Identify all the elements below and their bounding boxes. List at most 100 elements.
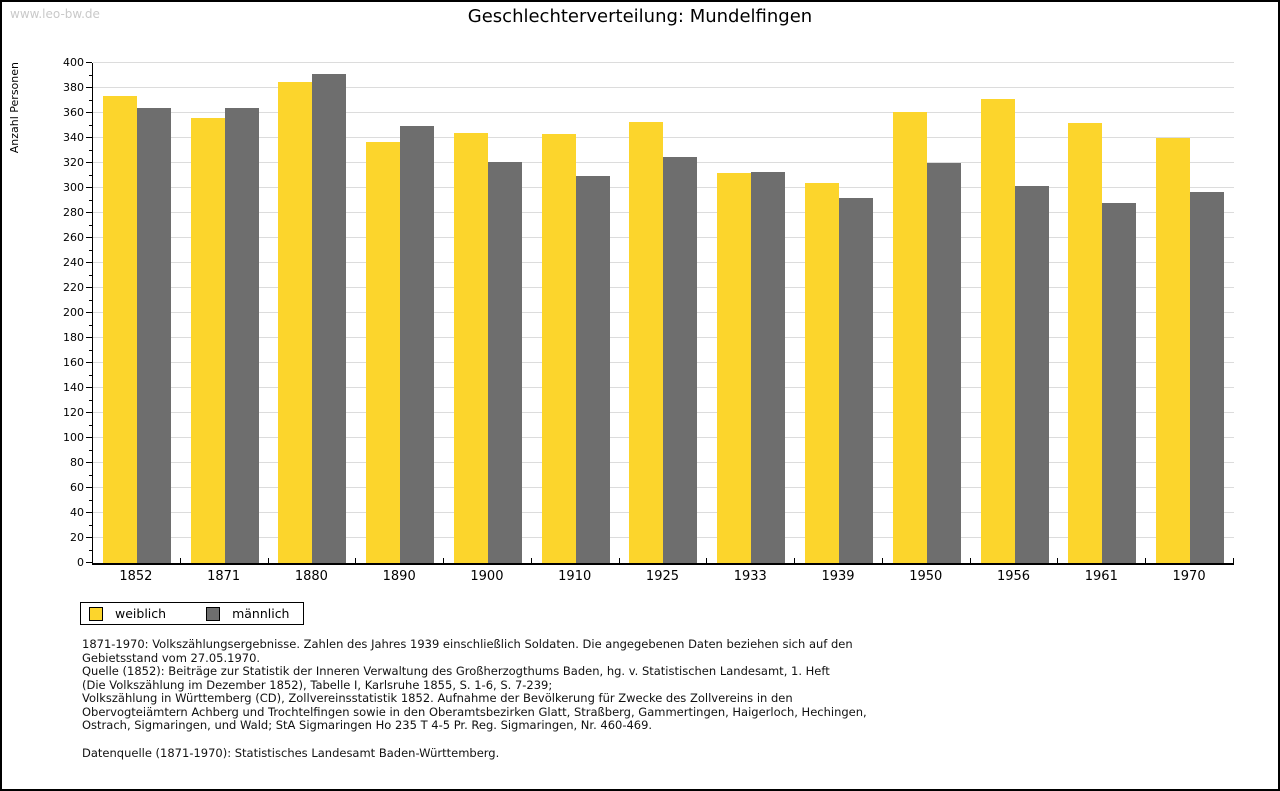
y-minor-tick xyxy=(89,424,92,426)
x-boundary-tick xyxy=(443,558,445,563)
y-minor-tick xyxy=(89,349,92,351)
gridline xyxy=(93,87,1234,88)
y-tick-label: 260 xyxy=(63,231,84,244)
legend-label-weiblich: weiblich xyxy=(115,606,167,621)
y-minor-tick xyxy=(89,524,92,526)
source-notes: 1871-1970: Volkszählungsergebnisse. Zahl… xyxy=(82,637,1202,760)
y-tick-label: 120 xyxy=(63,406,84,419)
bar-männlich-1939 xyxy=(839,198,873,563)
source-note-line: (Die Volkszählung im Dezember 1852), Tab… xyxy=(82,677,553,692)
y-tick-label: 340 xyxy=(63,131,84,144)
y-major-tick xyxy=(86,537,92,538)
bar-group-1900 xyxy=(444,63,532,563)
y-tick-label: 220 xyxy=(63,281,84,294)
x-boundary-tick xyxy=(1057,558,1059,563)
x-tick-label-1956: 1956 xyxy=(996,569,1031,584)
y-tick-label: 320 xyxy=(63,156,84,169)
x-tick-label-1950: 1950 xyxy=(909,569,943,584)
y-tick-label: 140 xyxy=(63,381,84,394)
bar-männlich-1961 xyxy=(1102,203,1137,563)
bar-weiblich-1956 xyxy=(980,99,1015,563)
y-tick-label: 60 xyxy=(70,481,84,494)
bar-weiblich-1871 xyxy=(190,118,225,563)
x-tick-label-1933: 1933 xyxy=(733,569,767,584)
x-boundary-tick xyxy=(1145,558,1147,563)
y-tick-label: 100 xyxy=(63,431,84,444)
source-note-line: Volkszählung in Württemberg (CD), Zollve… xyxy=(82,691,793,705)
y-minor-tick xyxy=(89,449,92,451)
bar-group-1933 xyxy=(707,63,795,563)
y-tick-label: 200 xyxy=(63,306,84,319)
y-major-tick xyxy=(86,387,92,388)
y-major-tick xyxy=(86,512,92,513)
y-major-tick xyxy=(86,312,92,313)
y-tick-label: 40 xyxy=(70,506,84,519)
y-minor-tick xyxy=(89,99,92,101)
bar-weiblich-1890 xyxy=(366,141,401,563)
bar-group-1950 xyxy=(883,63,971,563)
y-minor-tick xyxy=(89,324,92,326)
source-note-lines: 1871-1970: Volkszählungsergebnisse. Zahl… xyxy=(82,637,1202,733)
y-minor-tick xyxy=(89,124,92,126)
y-tick-label: 360 xyxy=(63,106,84,119)
datenquelle-line: Datenquelle (1871-1970): Statistisches L… xyxy=(82,745,500,760)
y-major-tick xyxy=(86,287,92,288)
x-tick-label-1900: 1900 xyxy=(470,569,504,584)
bar-männlich-1890 xyxy=(400,125,435,563)
y-tick-label: 240 xyxy=(63,256,84,269)
x-boundary-tick xyxy=(881,558,883,563)
x-boundary-tick xyxy=(618,558,620,563)
y-minor-tick xyxy=(89,499,92,501)
x-tick-label-1880: 1880 xyxy=(294,569,328,584)
gridline xyxy=(93,62,1234,63)
y-tick-label: 280 xyxy=(63,206,84,219)
x-tick-label-1910: 1910 xyxy=(558,569,592,584)
bar-männlich-1925 xyxy=(663,156,698,563)
bar-group-1890 xyxy=(356,63,444,563)
y-major-tick xyxy=(86,337,92,338)
source-note-line: 1871-1970: Volkszählungsergebnisse. Zahl… xyxy=(82,637,853,651)
y-minor-tick xyxy=(89,224,92,226)
y-minor-tick xyxy=(89,299,92,301)
source-note-line: Obervogteiämtern Achberg und Trochtelfin… xyxy=(82,704,867,719)
y-major-tick xyxy=(86,562,92,563)
bar-weiblich-1910 xyxy=(541,134,576,563)
y-major-tick xyxy=(86,187,92,188)
y-tick-label: 0 xyxy=(77,556,84,569)
y-major-tick xyxy=(86,362,92,363)
bar-männlich-1956 xyxy=(1014,185,1049,563)
gridline xyxy=(93,137,1234,138)
x-tick-label-1961: 1961 xyxy=(1084,569,1118,584)
bar-männlich-1871 xyxy=(224,108,259,563)
bar-group-1880 xyxy=(269,63,357,563)
y-major-tick xyxy=(86,112,92,113)
bar-group-1871 xyxy=(181,63,269,563)
y-major-tick xyxy=(86,212,92,213)
source-note-line: Gebietsstand vom 27.05.1970. xyxy=(82,650,261,665)
bar-weiblich-1961 xyxy=(1068,123,1103,563)
bar-männlich-1970 xyxy=(1190,191,1225,563)
source-note-line: Ostrach, Sigmaringen, und Wald; StA Sigm… xyxy=(82,718,653,732)
bar-weiblich-1950 xyxy=(892,111,927,563)
bar-männlich-1910 xyxy=(575,175,610,563)
bar-weiblich-1970 xyxy=(1156,138,1191,563)
bar-group-1910 xyxy=(532,63,620,563)
x-boundary-tick xyxy=(969,558,971,563)
y-major-tick xyxy=(86,462,92,463)
legend-swatch-weiblich xyxy=(89,606,103,621)
y-minor-tick xyxy=(89,174,92,176)
bar-weiblich-1852 xyxy=(102,95,137,563)
bar-männlich-1933 xyxy=(751,171,786,563)
y-major-tick xyxy=(86,237,92,238)
y-tick-label: 380 xyxy=(63,81,84,94)
y-tick-label: 400 xyxy=(63,56,84,69)
x-tick-label-1852: 1852 xyxy=(119,569,153,584)
bar-group-1852 xyxy=(93,63,181,563)
y-minor-tick xyxy=(89,549,92,551)
bar-weiblich-1925 xyxy=(629,121,664,563)
y-tick-label: 20 xyxy=(70,531,84,544)
bar-group-1956 xyxy=(971,63,1059,563)
y-minor-tick xyxy=(89,274,92,276)
bar-männlich-1880 xyxy=(312,74,347,563)
bar-männlich-1900 xyxy=(487,161,522,563)
